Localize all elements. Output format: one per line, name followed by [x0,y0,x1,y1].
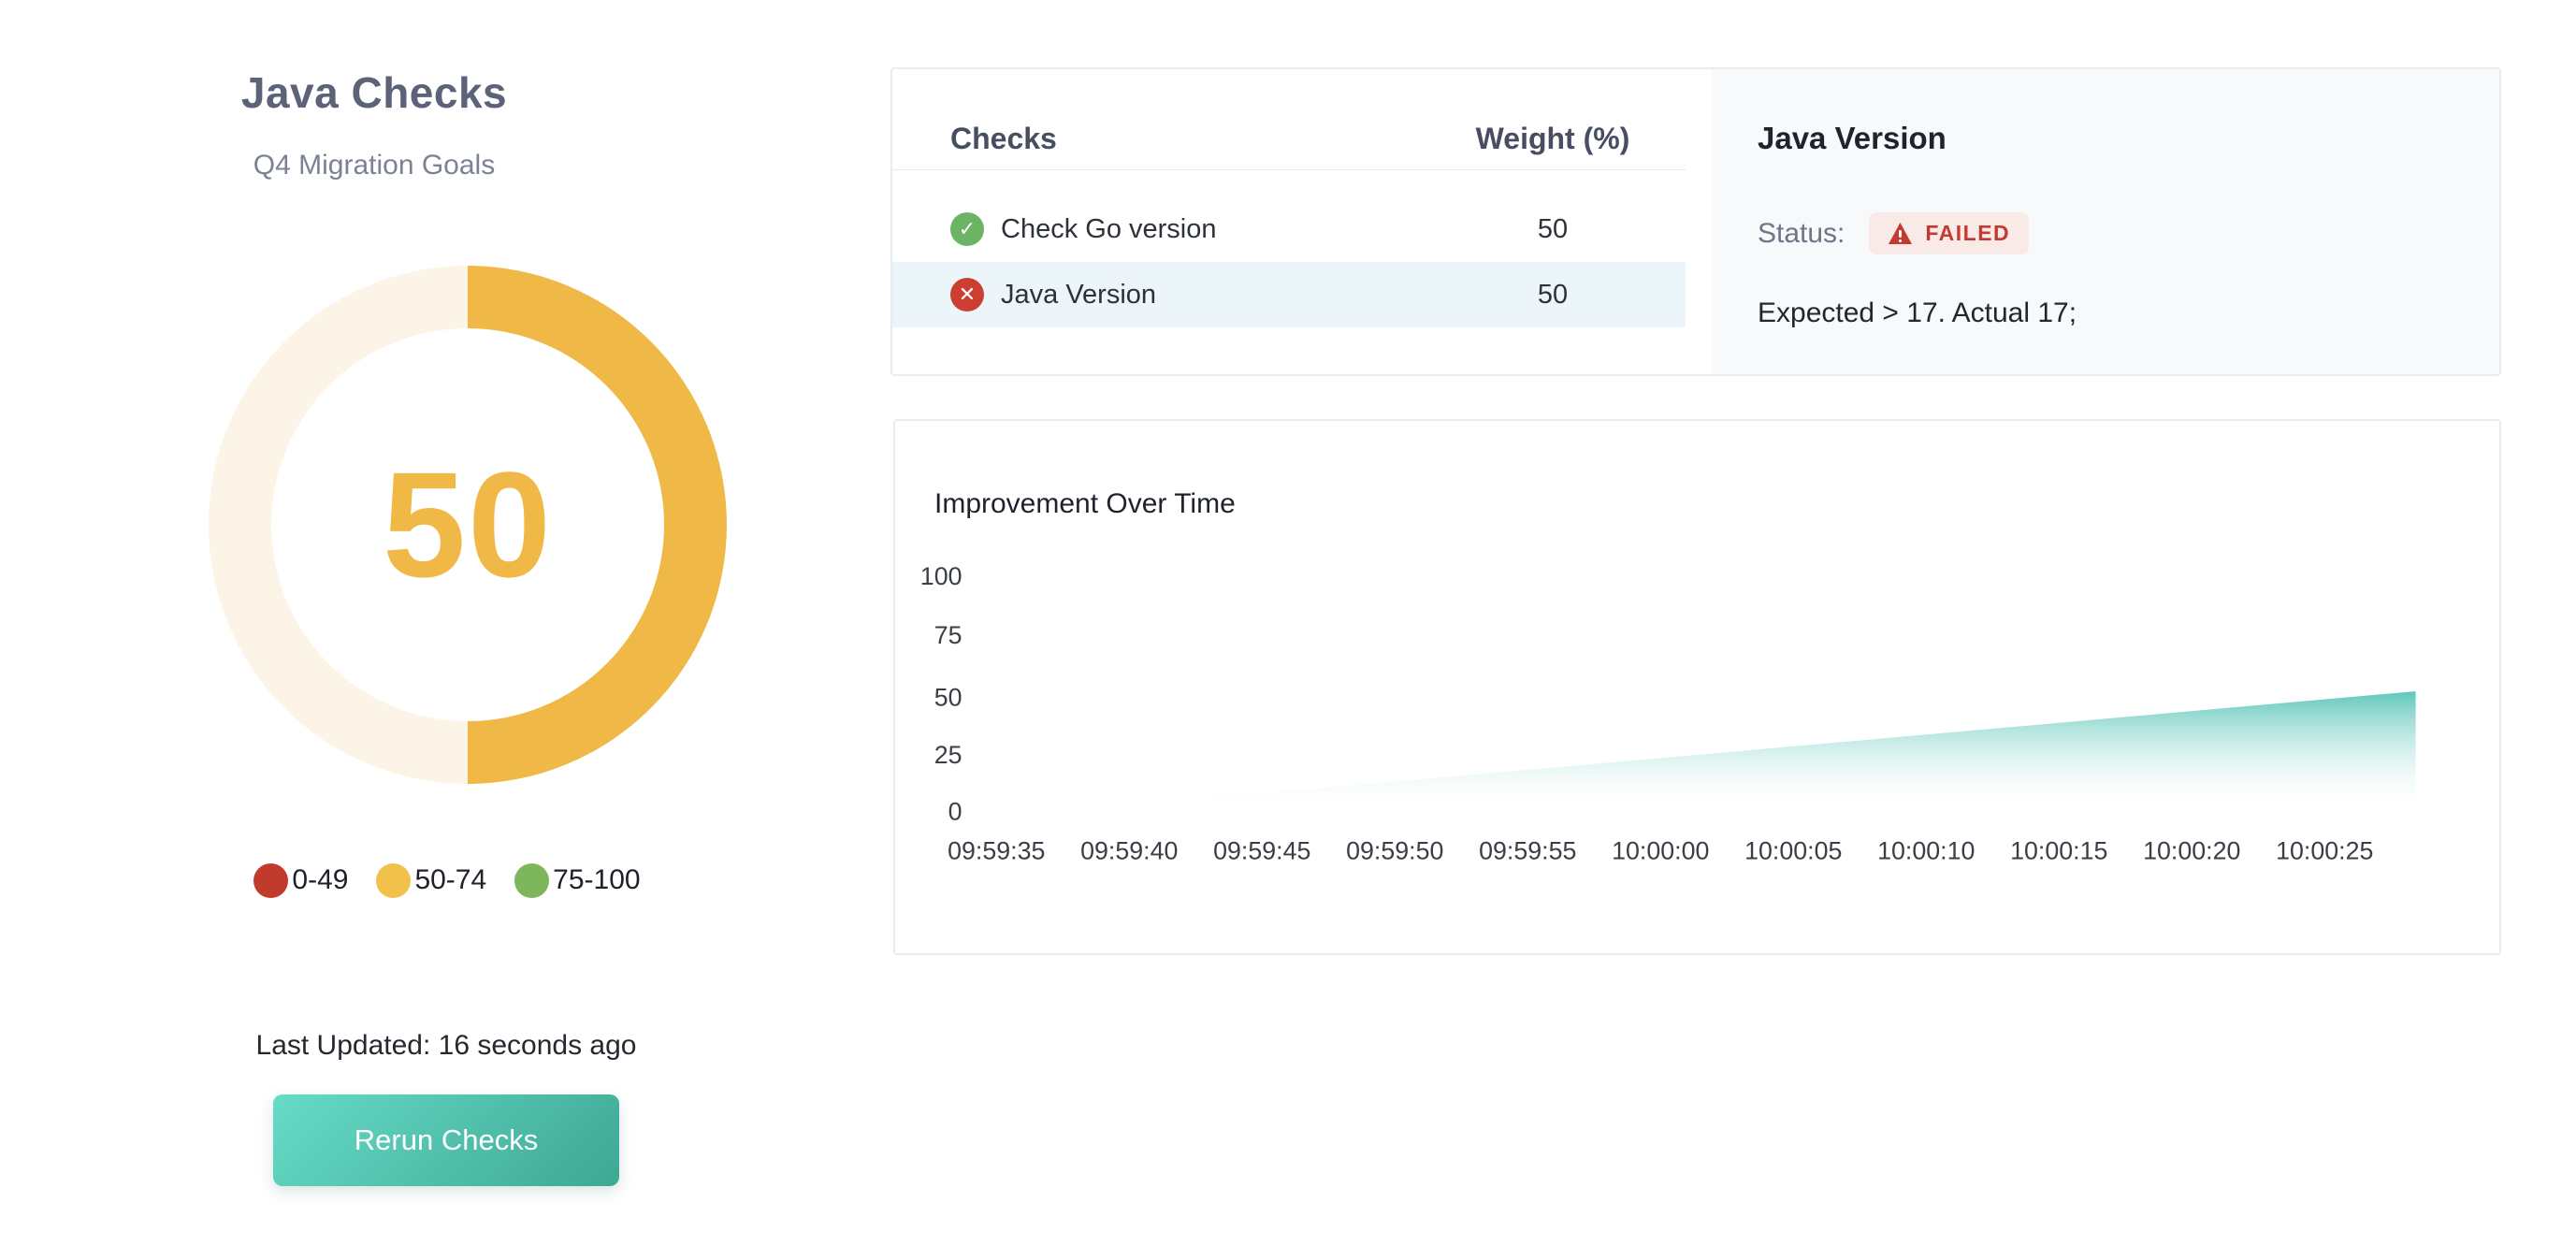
x-tick: 10:00:20 [2143,837,2240,865]
x-icon: ✕ [950,278,984,312]
status-label: Status: [1758,217,1845,249]
checks-table-rows: ✓ Check Go version 50 ✕ Java Version 50 [892,196,1686,327]
row-label-wrap: ✕ Java Version [950,278,1459,312]
y-tick: 25 [934,741,962,769]
legend-label: 50-74 [414,864,487,895]
x-tick: 10:00:05 [1744,837,1842,865]
score-legend: 0-49 50-74 75-100 [129,861,765,900]
legend-dot-yellow [376,862,412,898]
score-gauge-hole: 50 [271,328,664,721]
x-tick: 09:59:50 [1346,837,1443,865]
check-icon: ✓ [950,212,984,246]
last-updated-text: Last Updated: 16 seconds ago [255,1030,637,1061]
x-tick: 10:00:15 [2010,837,2107,865]
area-series [1061,690,2416,812]
row-label-wrap: ✓ Check Go version [950,212,1459,246]
checks-card: Checks Weight (%) ✓ Check Go version 50 … [890,67,2501,376]
chart-title: Improvement Over Time [934,488,1236,519]
page-subtitle: Q4 Migration Goals [253,150,496,181]
status-badge-text: FAILED [1925,221,2011,245]
legend-dot-red [253,862,289,898]
x-tick: 10:00:25 [2276,837,2373,865]
legend-item-mid: 50-74 [376,862,487,898]
y-tick: 0 [948,797,962,825]
legend-label: 75-100 [553,864,641,895]
check-weight: 50 [1537,213,1569,244]
improvement-chart-card: Improvement Over Time 100 75 50 25 0 09:… [893,419,2501,955]
detail-title: Java Version [1758,121,1946,155]
x-tick: 10:00:00 [1612,837,1709,865]
y-tick: 100 [920,562,962,590]
column-header-checks: Checks [950,122,1057,155]
status-badge: FAILED [1869,212,2030,254]
y-tick: 75 [934,621,962,649]
score-value: 50 [383,441,553,608]
check-weight: 50 [1537,279,1569,310]
checks-table-header: Checks Weight (%) [892,69,1686,170]
x-tick: 09:59:45 [1213,837,1310,865]
score-gauge: 50 [209,266,727,784]
check-name: Check Go version [1001,213,1217,244]
x-tick: 10:00:10 [1877,837,1975,865]
legend-label: 0-49 [292,864,349,895]
checks-table: Checks Weight (%) ✓ Check Go version 50 … [892,69,1686,374]
rerun-checks-button[interactable]: Rerun Checks [273,1094,619,1186]
page-title: Java Checks [240,68,508,117]
detail-status-row: Status: FAILED [1758,212,2462,254]
table-row-check-go-version[interactable]: ✓ Check Go version 50 [892,196,1686,262]
x-tick: 09:59:40 [1080,837,1178,865]
y-tick: 50 [934,683,962,711]
improvement-area-chart: 100 75 50 25 0 09:59:35 09:59:40 09:59:4… [920,562,2416,865]
detail-message: Expected > 17. Actual 17; [1758,297,2077,328]
table-row-java-version[interactable]: ✕ Java Version 50 [892,262,1686,327]
check-detail-panel: Java Version Status: FAILED Expected > 1… [1712,69,2499,374]
x-tick: 09:59:55 [1479,837,1576,865]
check-name: Java Version [1001,279,1157,310]
legend-dot-green [514,862,550,898]
legend-item-low: 0-49 [253,862,349,898]
legend-item-high: 75-100 [514,862,641,898]
x-tick: 09:59:35 [948,837,1045,865]
warning-triangle-icon [1889,223,1913,244]
column-header-weight: Weight (%) [1475,122,1630,155]
